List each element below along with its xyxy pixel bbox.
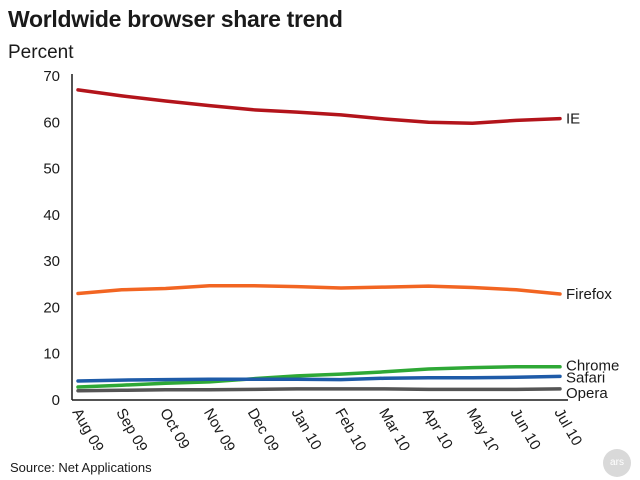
- series-line-firefox: [76, 283, 562, 296]
- series-line-opera: [76, 387, 562, 393]
- y-axis: 0 10 20 30 40 50 60 70: [43, 68, 73, 409]
- series-label-firefox: Firefox: [566, 286, 612, 303]
- x-axis: Aug 09 Sep 09 Oct 09 Nov 09 Dec 09 Jan 10 Feb …: [69, 399, 586, 451]
- x-tick-label: Aug 09: [69, 406, 107, 451]
- x-tick-label: Dec 09: [244, 406, 282, 451]
- x-tick-label: Sep 09: [112, 406, 150, 451]
- x-tick-label: Nov 09: [200, 406, 238, 451]
- series-label-chrome: Chrome: [566, 358, 619, 375]
- series-line-ie: [76, 88, 562, 125]
- series-line-safari: [76, 374, 562, 383]
- line-chart: 0 10 20 30 40 50 60 70 Aug 09 Sep 09 Oct 09 Nov 09…: [43, 68, 619, 451]
- series-label-ie: IE: [566, 111, 580, 128]
- y-tick-label: 40: [43, 207, 60, 224]
- y-tick-label: 50: [43, 161, 60, 178]
- x-tick-label: Feb 10: [331, 406, 369, 451]
- x-tick-label: Mar 10: [375, 406, 413, 451]
- x-tick-label: Apr 10: [419, 406, 456, 451]
- y-tick-label: 0: [52, 392, 60, 409]
- y-tick-label: 70: [43, 68, 60, 85]
- x-tick-label: Jan 10: [288, 406, 325, 451]
- series-label-opera: Opera: [566, 385, 608, 402]
- x-tick-label: Oct 09: [156, 406, 193, 451]
- x-tick-label: Jul 10: [551, 406, 586, 449]
- x-tick-label: Jun 10: [507, 406, 544, 451]
- series-label-safari: Safari: [566, 369, 605, 386]
- y-tick-label: 30: [43, 253, 60, 270]
- source-note: Source: Net Applications: [10, 460, 152, 475]
- series-lines: [76, 88, 562, 393]
- ars-logo: ars: [603, 449, 631, 477]
- y-axis-label: Percent: [8, 42, 74, 63]
- y-tick-label: 20: [43, 299, 60, 316]
- x-tick-label: May 10: [463, 406, 502, 451]
- chart-title: Worldwide browser share trend: [8, 6, 343, 32]
- y-tick-label: 10: [43, 346, 60, 363]
- y-tick-label: 60: [43, 114, 60, 131]
- series-line-chrome: [76, 364, 562, 389]
